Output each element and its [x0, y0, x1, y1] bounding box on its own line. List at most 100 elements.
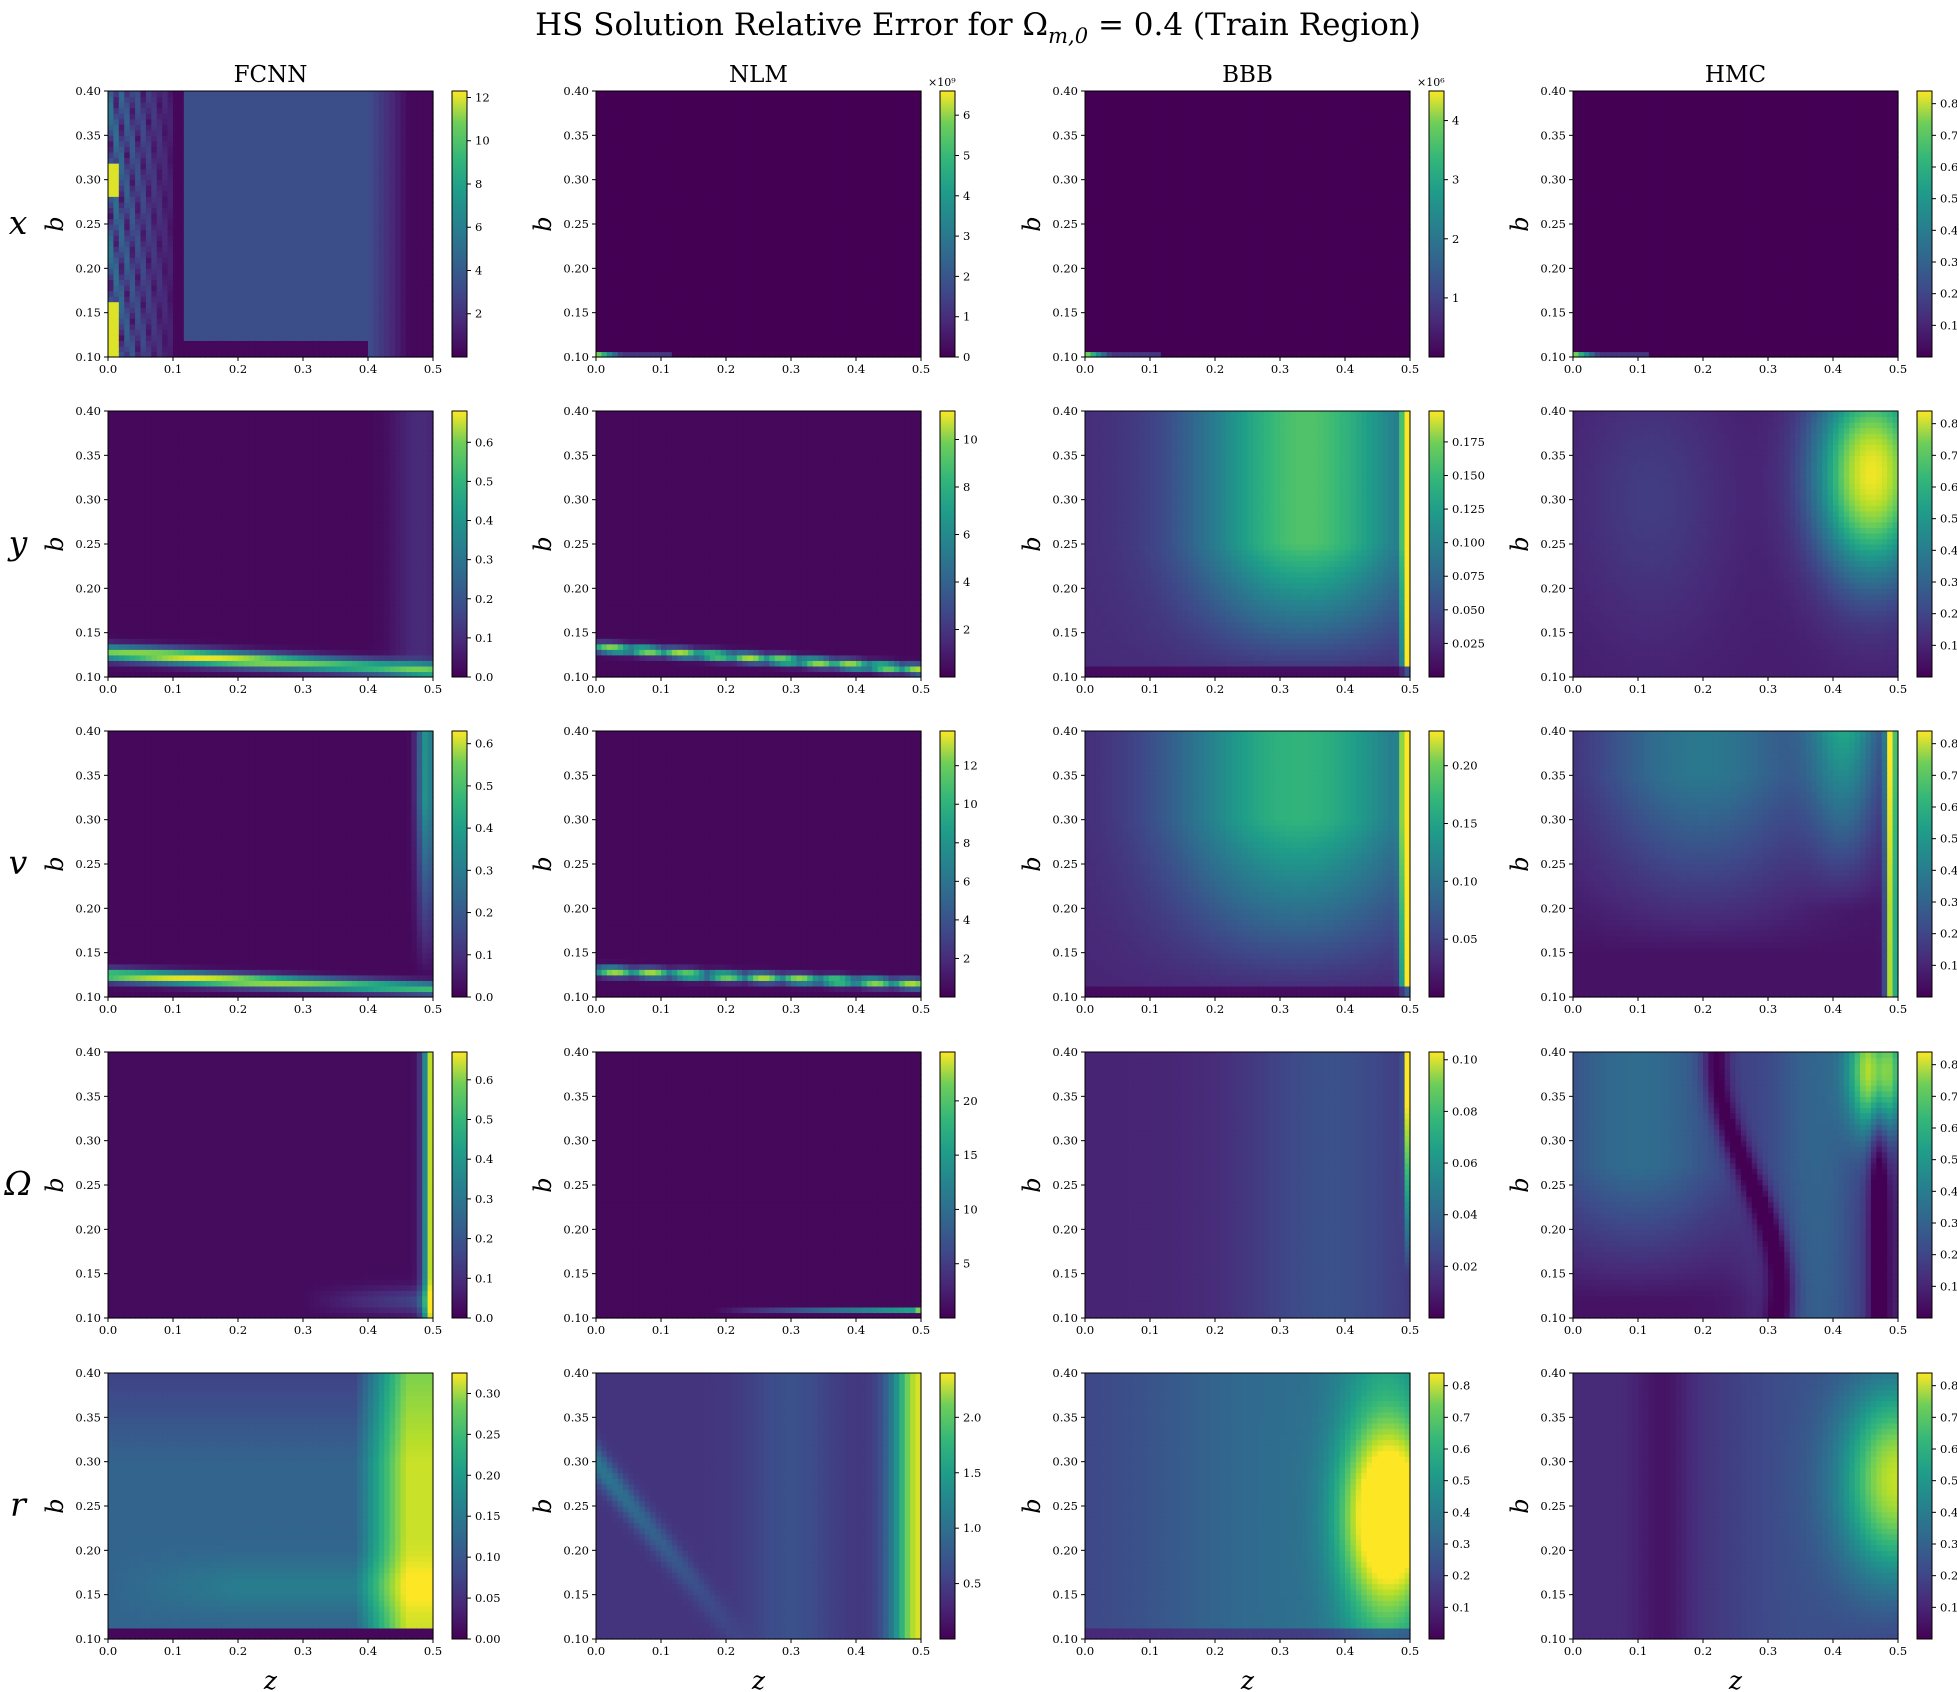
- heatmap-cell: [178, 152, 184, 158]
- heatmap-cell: [151, 174, 157, 180]
- heatmap-cell: [146, 130, 152, 136]
- heatmap-cell: [178, 169, 184, 175]
- heatmap-cell: [162, 318, 168, 324]
- heatmap-cell: [195, 218, 201, 224]
- heatmap-cell: [298, 91, 304, 97]
- heatmap-cell: [168, 235, 174, 241]
- heatmap-cell: [157, 318, 163, 324]
- heatmap-cell: [276, 91, 282, 97]
- heatmap-cell: [168, 174, 174, 180]
- heatmap-cell: [135, 141, 141, 147]
- heatmap-cell: [189, 230, 195, 236]
- heatmap-cell: [222, 274, 228, 280]
- heatmap-cell: [173, 174, 179, 180]
- heatmap-cell: [124, 296, 130, 302]
- heatmap-cell: [157, 91, 163, 97]
- heatmap-cell: [168, 108, 174, 114]
- heatmap-cell: [135, 313, 141, 319]
- heatmap-cell: [287, 202, 293, 208]
- heatmap-cell: [200, 191, 206, 197]
- heatmap-cell: [281, 307, 287, 313]
- heatmap-cell: [233, 130, 239, 136]
- heatmap-cell: [162, 346, 168, 352]
- heatmap-cell: [168, 329, 174, 335]
- heatmap-cell: [108, 241, 114, 247]
- heatmap-cell: [119, 235, 125, 241]
- heatmap-cell: [216, 291, 222, 297]
- heatmap-cell: [260, 252, 266, 258]
- heatmap-cell: [303, 130, 309, 136]
- heatmap-cell: [216, 113, 222, 119]
- heatmap-cell: [130, 307, 136, 313]
- heatmap-cell: [141, 102, 147, 108]
- heatmap-cell: [211, 324, 217, 330]
- heatmap-cell: [298, 246, 304, 252]
- heatmap-cell: [151, 324, 157, 330]
- heatmap-cell: [276, 224, 282, 230]
- heatmap-cell: [189, 152, 195, 158]
- heatmap-cell: [254, 191, 260, 197]
- heatmap-cell: [281, 274, 287, 280]
- heatmap-cell: [108, 307, 114, 313]
- heatmap-cell: [281, 119, 287, 125]
- heatmap-cell: [281, 91, 287, 97]
- heatmap-cell: [314, 318, 320, 324]
- heatmap-cell: [146, 113, 152, 119]
- heatmap-cell: [141, 174, 147, 180]
- heatmap-cell: [178, 185, 184, 191]
- heatmap-cell: [200, 318, 206, 324]
- heatmap-cell: [292, 307, 298, 313]
- heatmap-cell: [200, 213, 206, 219]
- heatmap-cell: [135, 335, 141, 341]
- heatmap-cell: [238, 218, 244, 224]
- heatmap-cell: [243, 91, 249, 97]
- heatmap-cell: [222, 113, 228, 119]
- heatmap-cell: [157, 146, 163, 152]
- heatmap-cell: [298, 113, 304, 119]
- heatmap-cell: [173, 113, 179, 119]
- heatmap-cell: [119, 108, 125, 114]
- heatmap-cell: [211, 119, 217, 125]
- heatmap-cell: [162, 124, 168, 130]
- heatmap-cell: [151, 302, 157, 308]
- heatmap-cell: [135, 191, 141, 197]
- heatmap-cell: [281, 202, 287, 208]
- heatmap-cell: [141, 135, 147, 141]
- heatmap-cell: [173, 291, 179, 297]
- heatmap-cell: [314, 213, 320, 219]
- heatmap-cell: [260, 285, 266, 291]
- heatmap-cell: [222, 163, 228, 169]
- heatmap-cell: [276, 130, 282, 136]
- heatmap-cell: [124, 246, 130, 252]
- heatmap-cell: [233, 119, 239, 125]
- heatmap-cell: [249, 346, 255, 352]
- heatmap-cell: [135, 218, 141, 224]
- heatmap-cell: [151, 318, 157, 324]
- heatmap-cell: [222, 252, 228, 258]
- heatmap-cell: [308, 324, 314, 330]
- heatmap-cell: [141, 191, 147, 197]
- heatmap-cell: [206, 91, 212, 97]
- heatmap-cell: [113, 279, 119, 285]
- heatmap-cell: [319, 230, 325, 236]
- heatmap-cell: [113, 174, 119, 180]
- heatmap-cell: [238, 119, 244, 125]
- heatmap-cell: [271, 313, 277, 319]
- heatmap-cell: [189, 291, 195, 297]
- heatmap-cell: [151, 263, 157, 269]
- heatmap-cell: [173, 180, 179, 186]
- panels-grid: 0.0 0.1 0.2 0.3 0.4 0.50.100.150.200.250.300.…: [3, 62, 1957, 1692]
- heatmap-cell: [168, 307, 174, 313]
- heatmap-cell: [238, 174, 244, 180]
- heatmap-cell: [243, 263, 249, 269]
- heatmap-cell: [292, 313, 298, 319]
- heatmap-cell: [189, 218, 195, 224]
- heatmap-cell: [243, 268, 249, 274]
- heatmap-cell: [260, 119, 266, 125]
- heatmap-cell: [260, 141, 266, 147]
- heatmap-cell: [276, 169, 282, 175]
- heatmap-cell: [243, 285, 249, 291]
- heatmap-cell: [238, 113, 244, 119]
- heatmap-cell: [168, 263, 174, 269]
- heatmap-cell: [178, 196, 184, 202]
